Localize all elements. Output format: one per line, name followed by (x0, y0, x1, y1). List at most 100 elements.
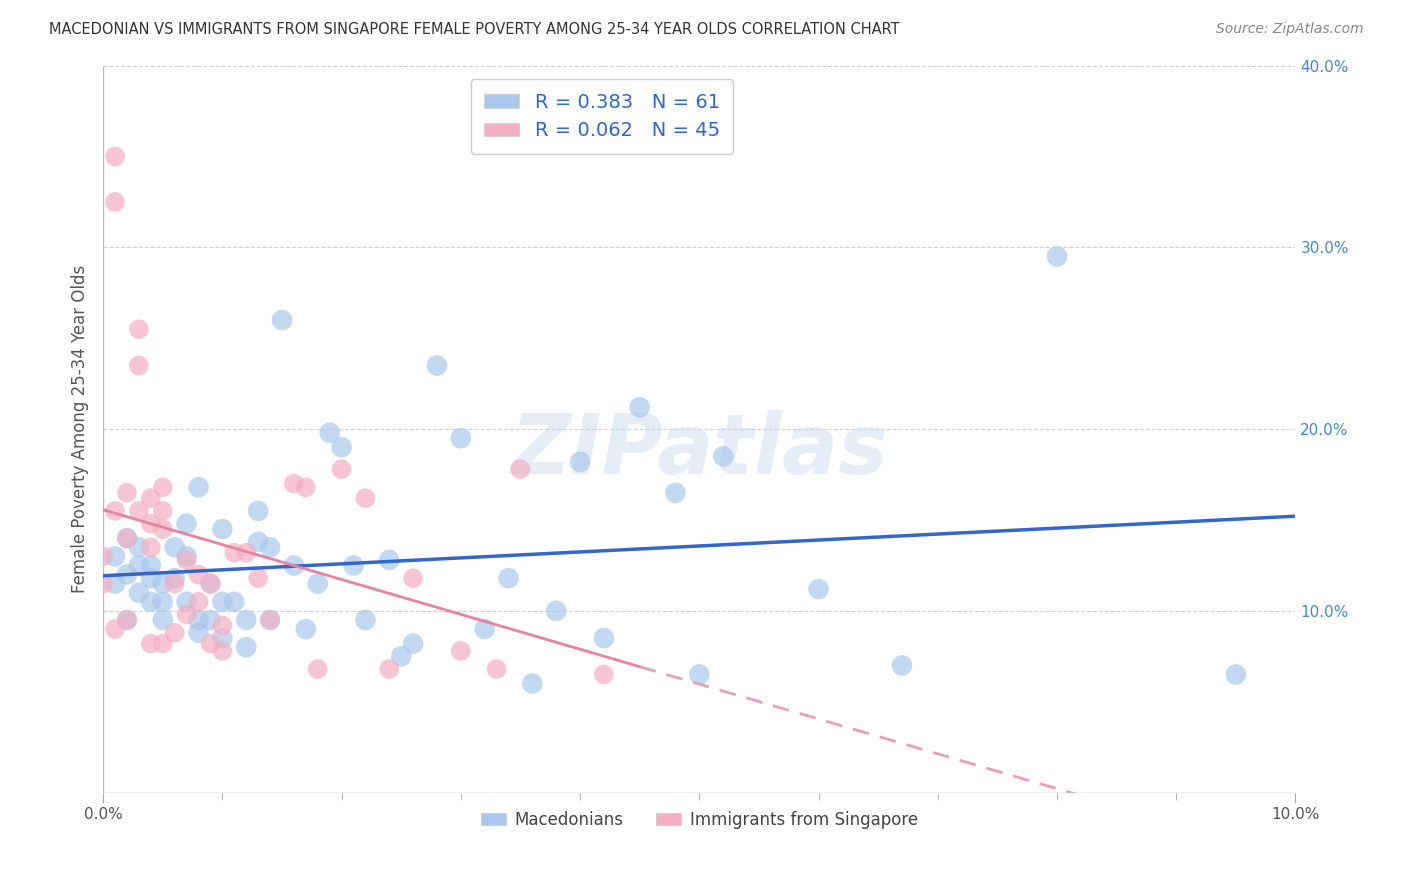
Point (152, 576, 174, 591)
Point (402, 637, 425, 651)
Point (271, 313, 294, 327)
Point (307, 576, 329, 591)
Point (128, 585, 150, 599)
Point (509, 462, 531, 476)
Point (139, 637, 162, 651)
Point (295, 622, 318, 636)
Point (176, 607, 198, 622)
Point (330, 462, 353, 476)
Legend: Macedonians, Immigrants from Singapore: Macedonians, Immigrants from Singapore (474, 804, 925, 835)
Point (187, 567, 209, 582)
Point (498, 571, 520, 585)
Point (152, 637, 174, 651)
Point (200, 613, 222, 627)
Point (91, 549, 114, 564)
Point (283, 476, 305, 491)
Point (259, 541, 281, 555)
Point (187, 625, 209, 640)
Point (211, 618, 233, 632)
Point (152, 480, 174, 494)
Point (318, 425, 340, 440)
Point (664, 485, 686, 500)
Point (128, 322, 150, 336)
Point (354, 491, 377, 506)
Point (569, 455, 592, 469)
Text: Source: ZipAtlas.com: Source: ZipAtlas.com (1216, 22, 1364, 37)
Point (139, 571, 162, 585)
Point (139, 541, 162, 555)
Y-axis label: Female Poverty Among 25-34 Year Olds: Female Poverty Among 25-34 Year Olds (72, 265, 89, 593)
Point (593, 667, 616, 681)
Point (211, 595, 233, 609)
Point (176, 595, 198, 609)
Point (163, 541, 186, 555)
Point (807, 582, 830, 596)
Point (104, 576, 127, 591)
Point (295, 480, 318, 494)
Point (224, 595, 246, 609)
Point (474, 622, 496, 636)
Point (891, 658, 914, 673)
Point (128, 504, 150, 518)
Point (342, 558, 364, 573)
Point (522, 676, 544, 690)
Point (139, 491, 162, 506)
Point (176, 549, 198, 564)
Text: MACEDONIAN VS IMMIGRANTS FROM SINGAPORE FEMALE POVERTY AMONG 25-34 YEAR OLDS COR: MACEDONIAN VS IMMIGRANTS FROM SINGAPORE … (49, 22, 900, 37)
Point (247, 534, 270, 549)
Point (200, 576, 222, 591)
Point (176, 516, 198, 531)
Point (259, 613, 281, 627)
Point (593, 631, 616, 645)
Point (485, 662, 508, 676)
Point (378, 553, 401, 567)
Point (283, 558, 305, 573)
Point (187, 613, 209, 627)
Point (115, 485, 138, 500)
Point (1046, 250, 1069, 264)
Point (139, 558, 162, 573)
Point (104, 622, 127, 636)
Point (152, 595, 174, 609)
Point (152, 504, 174, 518)
Point (546, 604, 568, 618)
Point (115, 531, 138, 545)
Point (628, 401, 651, 415)
Point (211, 631, 233, 645)
Point (247, 571, 270, 585)
Point (235, 640, 257, 655)
Text: ZIPatlas: ZIPatlas (510, 410, 889, 491)
Point (224, 546, 246, 560)
Point (152, 613, 174, 627)
Point (259, 613, 281, 627)
Point (104, 504, 127, 518)
Point (115, 567, 138, 582)
Point (115, 613, 138, 627)
Point (104, 194, 127, 209)
Point (200, 637, 222, 651)
Point (163, 625, 186, 640)
Point (115, 613, 138, 627)
Point (152, 522, 174, 536)
Point (211, 644, 233, 658)
Point (163, 576, 186, 591)
Point (128, 359, 150, 373)
Point (163, 571, 186, 585)
Point (91, 576, 114, 591)
Point (187, 595, 209, 609)
Point (450, 431, 472, 445)
Point (402, 571, 425, 585)
Point (235, 613, 257, 627)
Point (115, 531, 138, 545)
Point (330, 440, 353, 454)
Point (128, 541, 150, 555)
Point (176, 553, 198, 567)
Point (139, 516, 162, 531)
Point (128, 558, 150, 573)
Point (378, 662, 401, 676)
Point (389, 649, 412, 664)
Point (247, 504, 270, 518)
Point (1225, 667, 1247, 681)
Point (426, 359, 449, 373)
Point (187, 480, 209, 494)
